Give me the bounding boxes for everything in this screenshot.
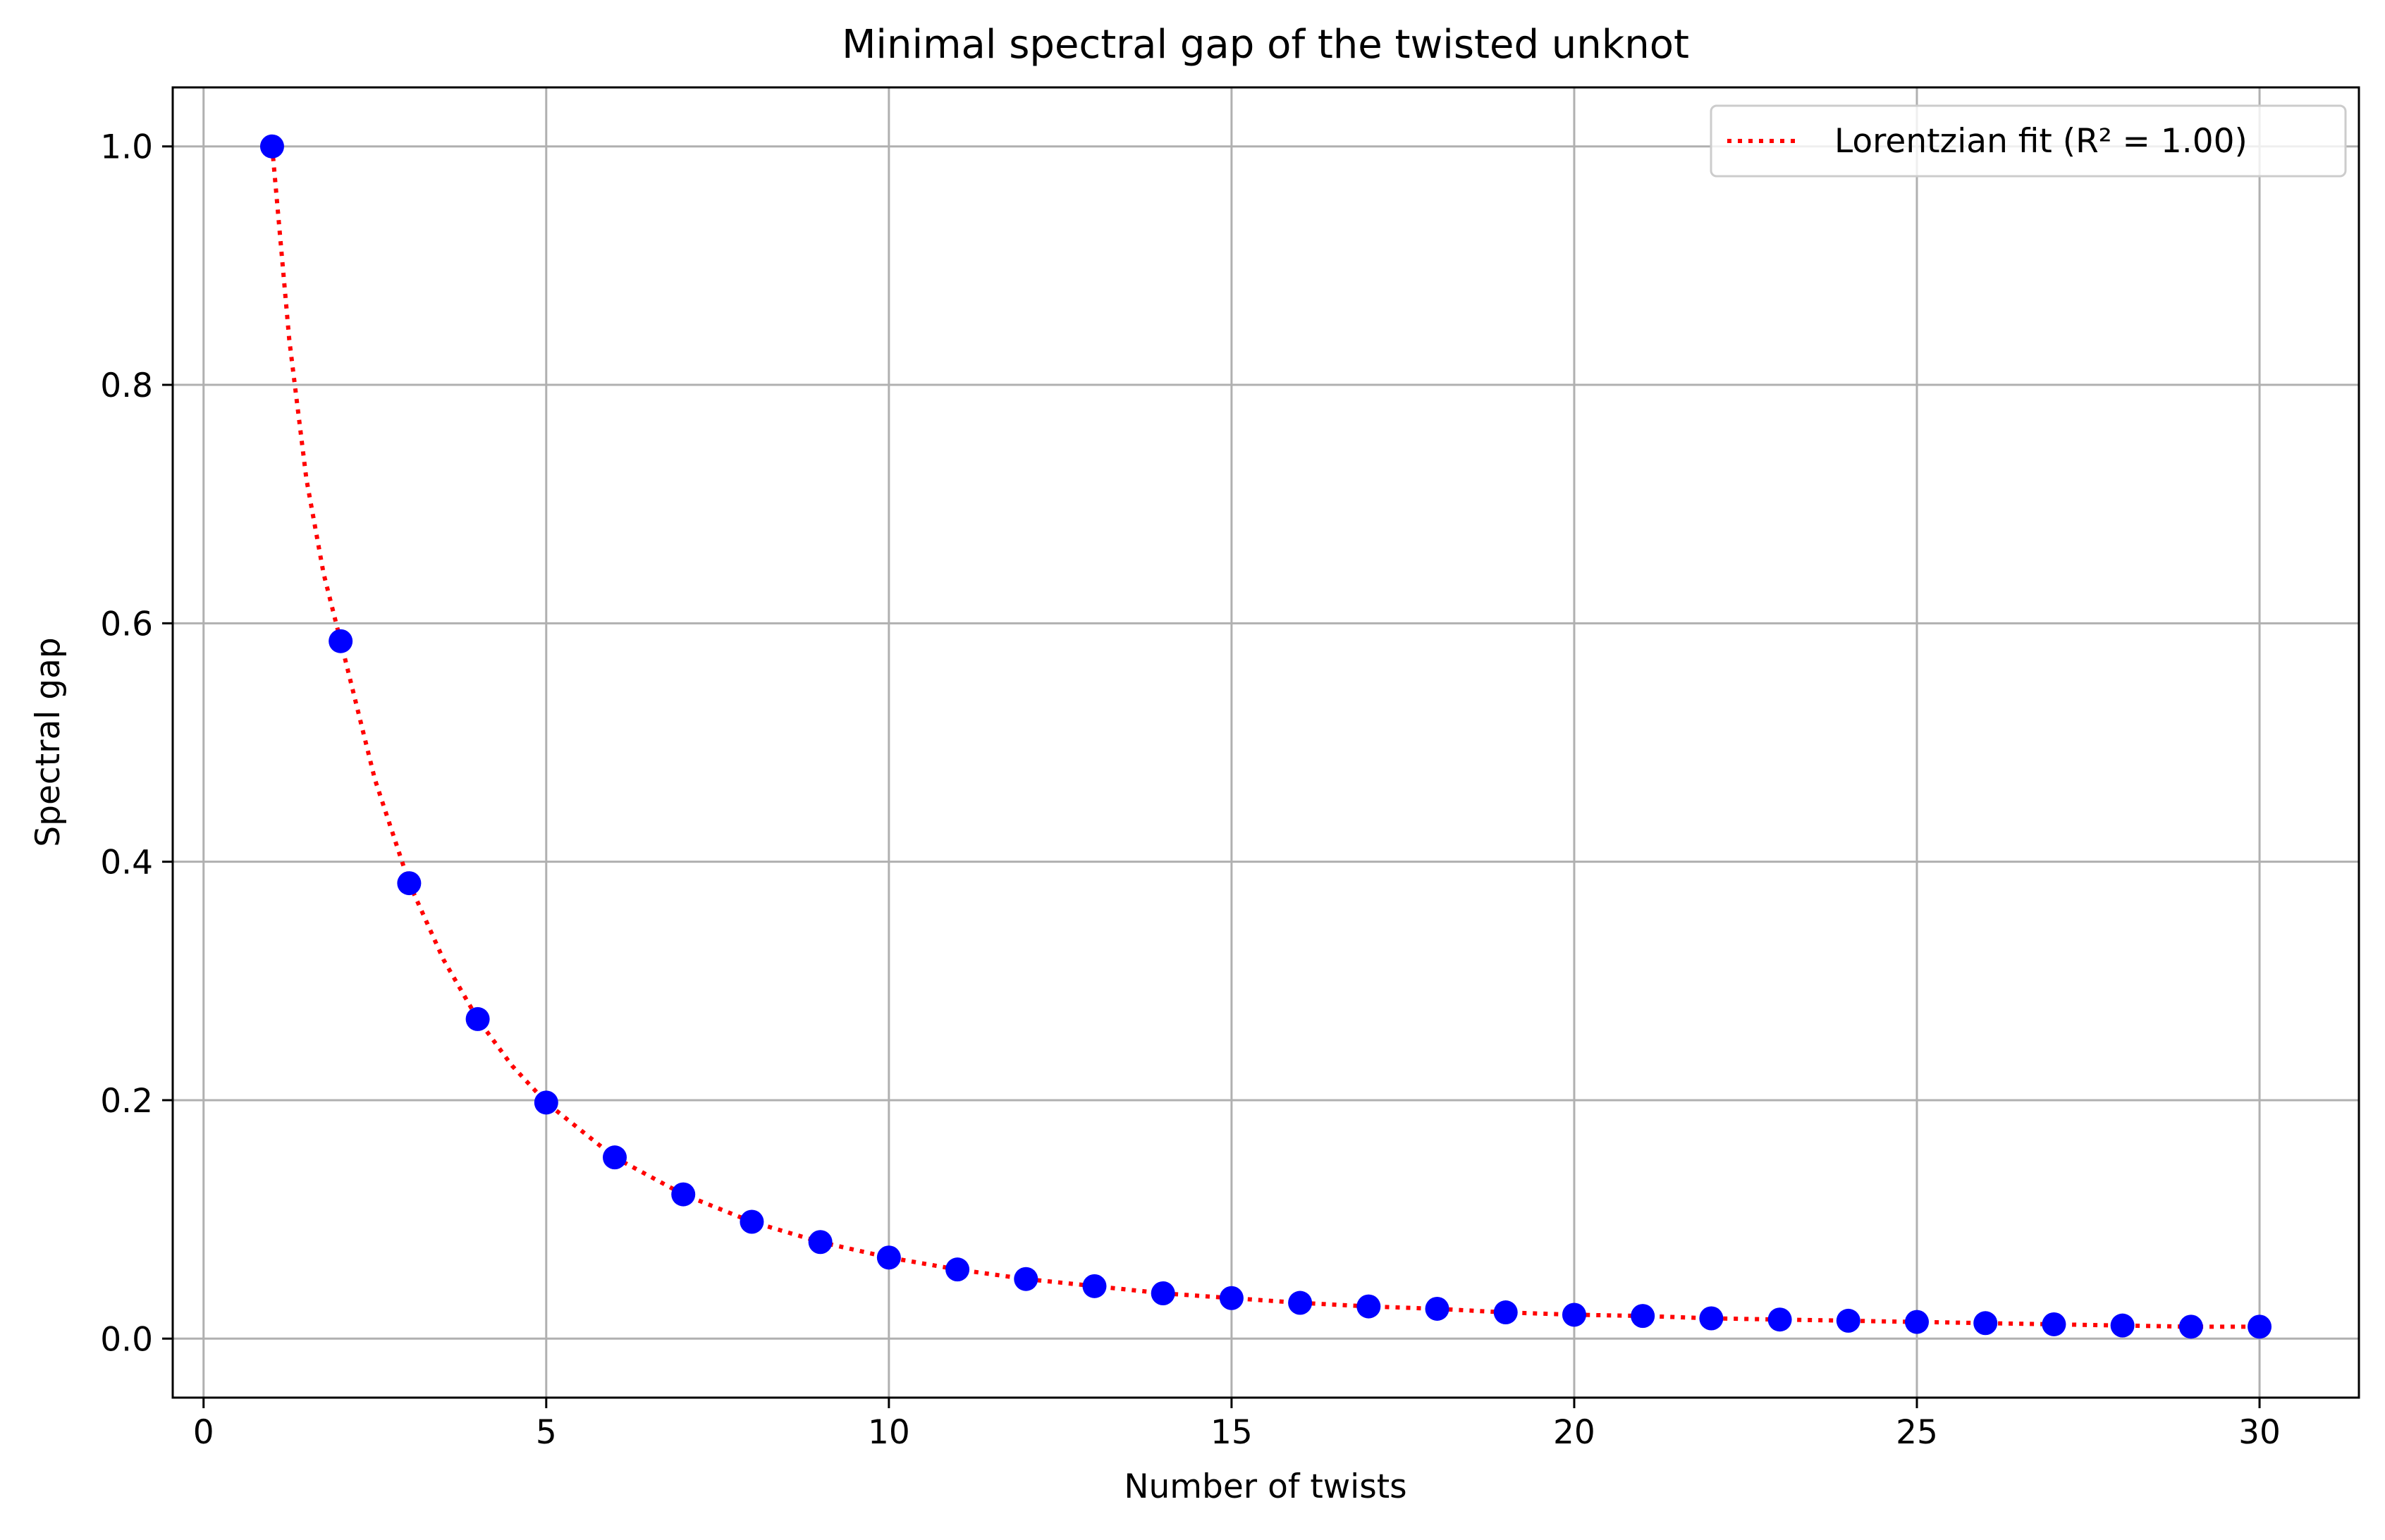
data-point — [876, 1245, 901, 1270]
fit-curve-layer — [270, 146, 2260, 1329]
data-point — [603, 1145, 627, 1170]
data-point — [2178, 1314, 2203, 1339]
data-point — [1356, 1294, 1381, 1319]
chart-title: Minimal spectral gap of the twisted unkn… — [842, 22, 1689, 68]
fit-curve — [270, 146, 2260, 1329]
data-point — [945, 1257, 970, 1282]
y-tick-label: 0.8 — [100, 366, 153, 405]
data-point — [1631, 1304, 1655, 1329]
y-tick-label: 0.0 — [100, 1320, 153, 1359]
data-point — [1904, 1310, 1929, 1334]
x-tick-label: 0 — [193, 1413, 214, 1452]
legend-fit-label: Lorentzian fit (R² = 1.00) — [1834, 122, 2248, 161]
data-point — [2042, 1312, 2066, 1336]
x-tick-label: 25 — [1896, 1413, 1938, 1452]
data-point — [1699, 1306, 1724, 1331]
data-point — [740, 1209, 764, 1234]
data-point — [1425, 1296, 1449, 1321]
data-points-layer — [259, 134, 2272, 1339]
data-point — [259, 134, 284, 159]
data-point — [808, 1230, 833, 1255]
data-point — [1836, 1308, 1860, 1333]
x-tick-label: 5 — [536, 1413, 557, 1452]
legend-box — [1710, 104, 2347, 178]
data-point — [2248, 1314, 2272, 1339]
data-point — [1014, 1267, 1038, 1291]
y-axis-ticks: 0.0 0.2 0.4 0.6 0.8 1.0 — [100, 128, 173, 1359]
x-axis-ticks: 0 5 10 15 20 25 30 — [193, 1398, 2281, 1452]
data-point — [1973, 1311, 1998, 1336]
data-point — [2110, 1313, 2135, 1338]
y-tick-label: 0.4 — [100, 844, 153, 882]
data-point — [1082, 1274, 1107, 1298]
y-tick-label: 1.0 — [100, 128, 153, 167]
data-point — [1562, 1302, 1586, 1327]
y-tick-label: 0.2 — [100, 1082, 153, 1121]
data-point — [1288, 1290, 1313, 1315]
x-axis-label: Number of twists — [1124, 1467, 1406, 1506]
x-tick-label: 15 — [1210, 1413, 1253, 1452]
y-axis-label: Spectral gap — [29, 637, 68, 846]
x-tick-label: 10 — [868, 1413, 910, 1452]
data-point — [465, 1006, 490, 1031]
data-point — [329, 629, 353, 653]
data-point — [1493, 1300, 1518, 1325]
data-point — [1219, 1286, 1244, 1310]
legend: Lorentzian fit (R² = 1.00) — [1710, 104, 2347, 178]
data-point — [671, 1182, 696, 1207]
x-tick-label: 20 — [1553, 1413, 1595, 1452]
data-point — [534, 1090, 558, 1115]
data-point — [1151, 1281, 1175, 1305]
plot-frame — [171, 86, 2360, 1399]
y-tick-label: 0.6 — [100, 605, 153, 643]
data-point — [397, 871, 422, 896]
data-point — [1767, 1307, 1792, 1332]
x-tick-label: 30 — [2238, 1413, 2281, 1452]
